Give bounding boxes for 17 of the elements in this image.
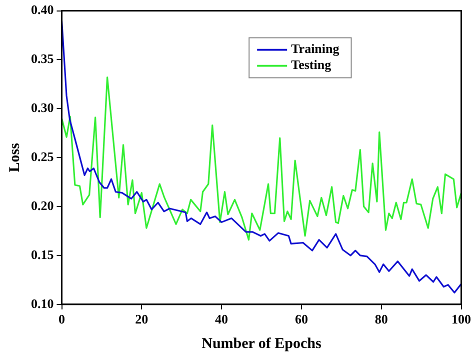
x-tick-label: 40 bbox=[215, 312, 228, 327]
y-tick-label: 0.25 bbox=[31, 148, 54, 164]
x-tick-label: 60 bbox=[294, 312, 308, 327]
x-axis-title: Number of Epochs bbox=[202, 336, 322, 352]
y-axis-title: Loss bbox=[6, 142, 23, 172]
legend-label: Testing bbox=[291, 57, 332, 72]
x-tick-label: 80 bbox=[374, 312, 388, 327]
x-tick-label: 100 bbox=[452, 312, 471, 327]
y-tick-label: 0.30 bbox=[31, 100, 54, 116]
y-tick-label: 0.20 bbox=[31, 198, 54, 213]
x-tick-label: 0 bbox=[58, 312, 65, 327]
y-tick-label: 0.40 bbox=[31, 2, 54, 18]
legend-label: Training bbox=[291, 41, 340, 56]
y-tick-label: 0.35 bbox=[31, 51, 54, 66]
y-tick-label: 0.10 bbox=[31, 296, 54, 311]
x-tick-label: 20 bbox=[135, 312, 148, 327]
y-tick-label: 0.15 bbox=[31, 246, 54, 262]
